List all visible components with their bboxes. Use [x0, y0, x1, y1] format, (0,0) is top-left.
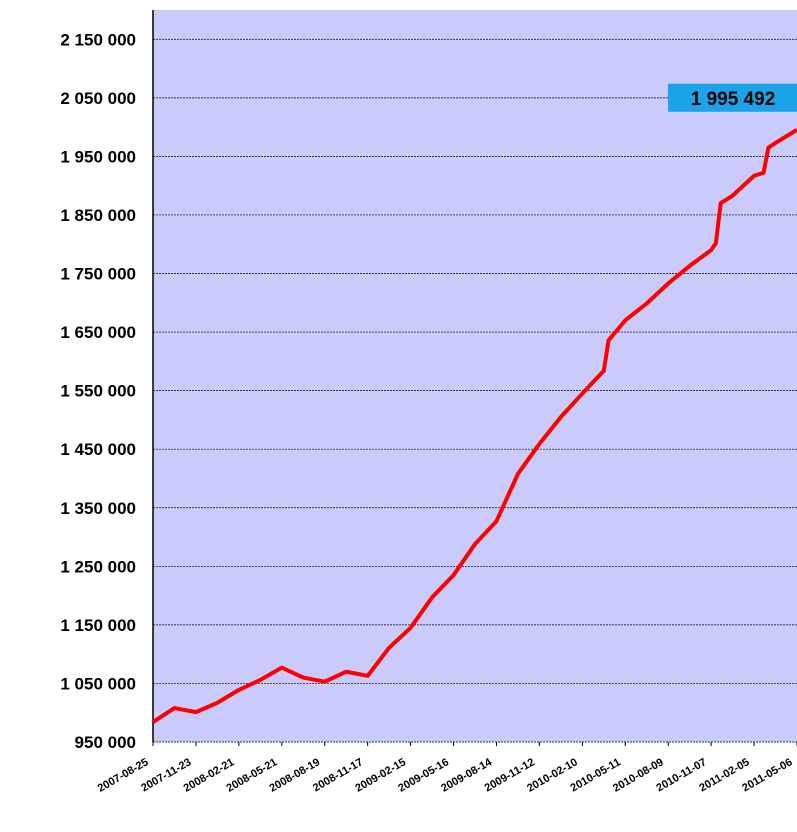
- y-tick-label: 1 450 000: [60, 440, 136, 459]
- y-tick-label: 1 250 000: [60, 557, 136, 576]
- y-tick-label: 1 950 000: [60, 147, 136, 166]
- value-label: 1 995 492: [691, 89, 776, 110]
- y-tick-label: 2 050 000: [60, 89, 136, 108]
- value-label-box: [668, 83, 797, 112]
- y-tick-label: 1 850 000: [60, 206, 136, 225]
- y-tick-label: 1 550 000: [60, 382, 136, 401]
- y-tick-label: 1 050 000: [60, 674, 136, 693]
- line: [151, 128, 797, 724]
- y-tick-label: 1 350 000: [60, 499, 136, 518]
- y-tick-label: 1 150 000: [60, 616, 136, 635]
- y-tick-label: 1 750 000: [60, 265, 136, 284]
- y-tick-label: 2 150 000: [60, 30, 136, 49]
- y-tick-label: 1 650 000: [60, 323, 136, 342]
- plot-area: [153, 10, 797, 742]
- y-tick-label: 950 000: [75, 733, 136, 752]
